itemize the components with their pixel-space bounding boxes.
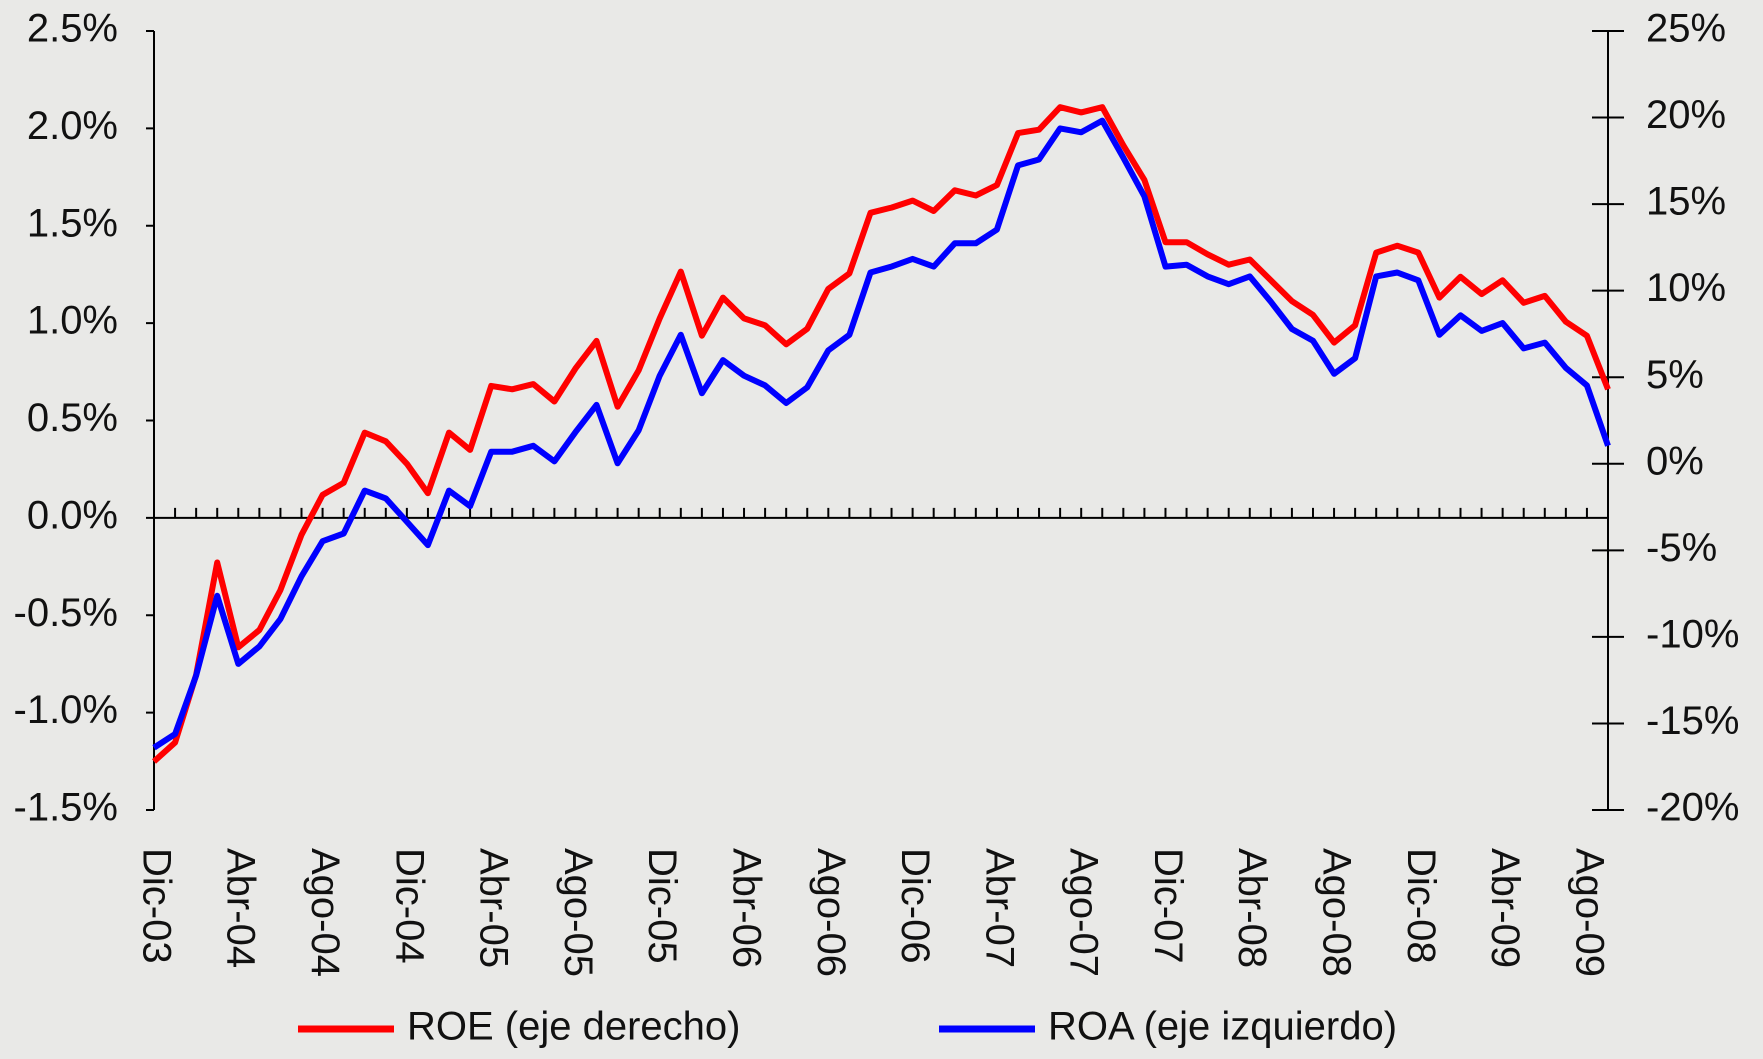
x-tick-label: Ago-09	[1567, 848, 1611, 977]
x-tick-label: Ago-06	[809, 848, 853, 977]
x-tick-label: Dic-08	[1399, 848, 1443, 964]
x-tick-label: Abr-07	[977, 848, 1021, 968]
x-tick-label: Abr-06	[724, 848, 768, 968]
x-tick-label: Dic-03	[134, 848, 178, 964]
x-tick-label: Ago-04	[303, 848, 347, 977]
x-tick-label: Abr-04	[219, 848, 263, 968]
y2-tick-label: -10%	[1646, 612, 1739, 656]
y2-tick-label: 5%	[1646, 353, 1704, 397]
y-tick-label: -1.0%	[14, 688, 119, 732]
x-tick-label: Ago-07	[1062, 848, 1106, 977]
y-tick-label: 0.0%	[27, 493, 118, 537]
x-tick-label: Dic-04	[387, 848, 431, 964]
y2-tick-label: 15%	[1646, 180, 1726, 224]
y-tick-label: -0.5%	[14, 591, 119, 635]
y2-tick-label: 0%	[1646, 439, 1704, 483]
x-tick-label: Abr-08	[1230, 848, 1274, 968]
series-line	[151, 104, 1611, 764]
y2-tick-label: -15%	[1646, 699, 1739, 743]
y2-tick-label: 25%	[1646, 7, 1726, 51]
x-tick-label: Ago-08	[1314, 848, 1358, 977]
y-tick-label: -1.5%	[14, 786, 119, 830]
y-tick-label: 1.0%	[27, 299, 118, 343]
y2-tick-label: 10%	[1646, 266, 1726, 310]
y2-tick-label: 20%	[1646, 93, 1726, 137]
legend-label: ROE (eje derecho)	[407, 1005, 740, 1049]
x-tick-label: Dic-06	[893, 848, 937, 964]
y-tick-label: 1.5%	[27, 201, 118, 245]
x-tick-label: Ago-05	[556, 848, 600, 977]
legend-label: ROA (eje izquierdo)	[1048, 1005, 1397, 1049]
y-tick-label: 2.0%	[27, 104, 118, 148]
y2-tick-label: -20%	[1646, 786, 1739, 830]
y-tick-label: 0.5%	[27, 396, 118, 440]
y-tick-label: 2.5%	[27, 7, 118, 51]
x-tick-label: Abr-09	[1483, 848, 1527, 968]
x-tick-label: Dic-05	[640, 848, 684, 964]
y2-tick-label: -5%	[1646, 526, 1717, 570]
x-tick-label: Abr-05	[472, 848, 516, 968]
series-line	[152, 117, 1611, 751]
x-tick-label: Dic-07	[1146, 848, 1190, 964]
